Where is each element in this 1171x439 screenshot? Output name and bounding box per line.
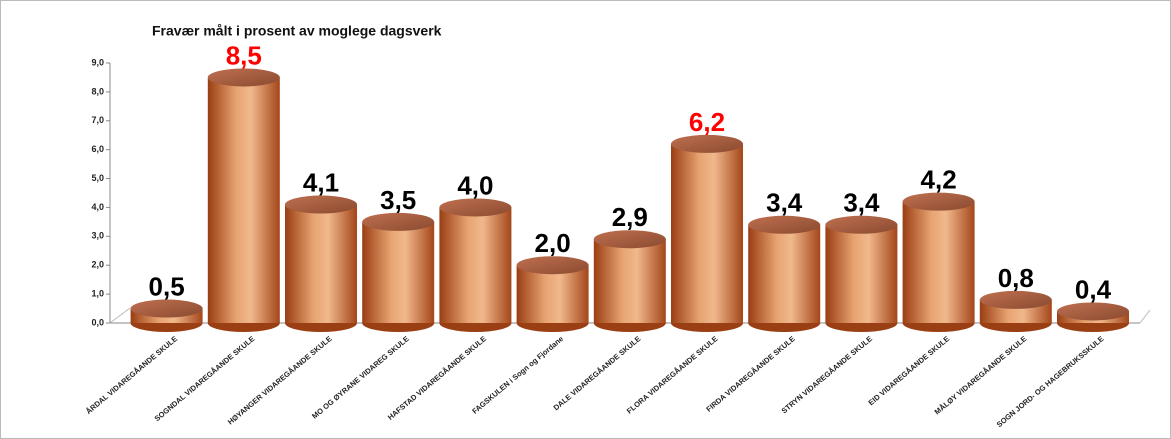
bar: [748, 224, 821, 323]
bar-top: [979, 290, 1052, 309]
bar-top: [748, 215, 821, 234]
chart-title: Fravær målt i prosent av moglege dagsver…: [152, 23, 442, 39]
y-tick-label: 4,0: [91, 202, 104, 212]
value-label: 4,0: [457, 170, 493, 200]
bar-top: [285, 195, 357, 214]
value-label: 6,2: [689, 107, 725, 137]
bar: [362, 221, 435, 323]
bar: [825, 224, 898, 323]
value-label: 0,5: [149, 271, 185, 301]
value-label: 4,1: [303, 167, 339, 197]
value-label: 0,8: [998, 263, 1034, 293]
y-tick-label: 9,0: [91, 57, 104, 67]
value-label: 3,4: [843, 188, 880, 218]
value-label: 3,5: [380, 185, 416, 215]
bar-top: [1057, 302, 1129, 321]
bar: [516, 265, 589, 323]
y-tick-label: 2,0: [91, 260, 104, 270]
bar-top: [902, 192, 975, 211]
y-tick-label: 6,0: [91, 144, 104, 154]
value-label: 8,5: [226, 40, 262, 70]
bar: [902, 201, 975, 323]
bar: [671, 143, 743, 323]
y-tick-label: 7,0: [91, 115, 104, 125]
bar-top: [671, 134, 743, 153]
bar-top: [207, 68, 280, 87]
bar-top: [362, 212, 435, 231]
y-tick-label: 3,0: [91, 231, 104, 241]
y-tick-label: 5,0: [91, 173, 104, 183]
bar: [207, 77, 280, 323]
bar-top: [593, 230, 666, 249]
value-label: 2,9: [612, 202, 648, 232]
bar: [439, 207, 512, 323]
value-label: 2,0: [535, 228, 571, 258]
bar-top: [825, 215, 898, 234]
value-label: 4,2: [921, 165, 957, 195]
y-tick-label: 8,0: [91, 86, 104, 96]
y-tick-label: 0,0: [91, 317, 104, 327]
y-tick-label: 1,0: [91, 288, 104, 298]
floor-edge: [109, 307, 131, 324]
bar-top: [516, 256, 589, 275]
value-label: 3,4: [766, 188, 803, 218]
bar: [285, 204, 357, 323]
value-label: 0,4: [1075, 274, 1112, 304]
floor-edge: [1139, 309, 1151, 324]
bar-top: [130, 299, 203, 318]
bar-top: [439, 198, 512, 217]
bar: [593, 239, 666, 323]
